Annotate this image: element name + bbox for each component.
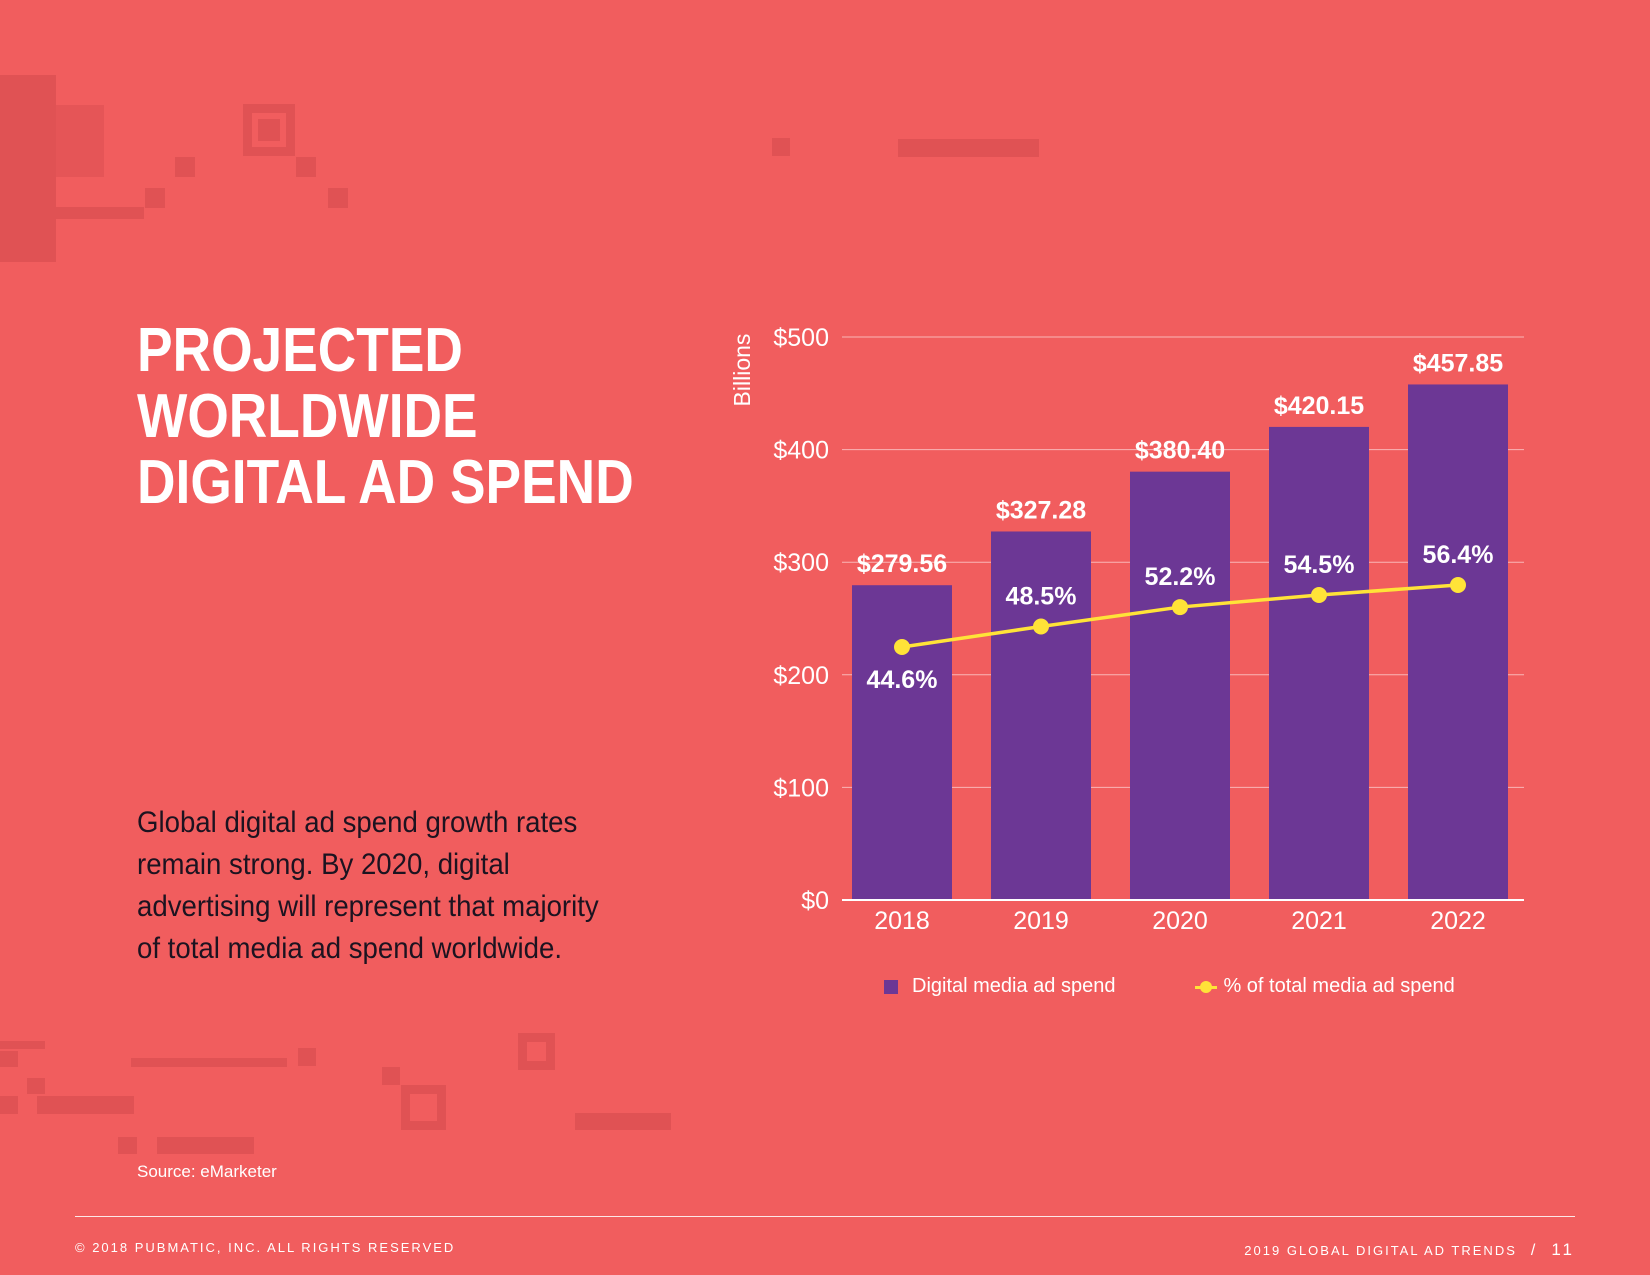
page-number: 11 xyxy=(1551,1240,1575,1259)
chart-legend: Digital media ad spend % of total media … xyxy=(884,975,1455,998)
decorative-pixel xyxy=(145,188,165,208)
decorative-pixel xyxy=(175,157,195,177)
decorative-pixel xyxy=(298,1048,316,1066)
footer-right: 2019 GLOBAL DIGITAL AD TRENDS / 11 xyxy=(1244,1240,1575,1260)
legend-item-bars: Digital media ad spend xyxy=(884,975,1115,998)
title-line: PROJECTED xyxy=(137,316,463,385)
decorative-pixel xyxy=(0,1051,18,1067)
decorative-bar xyxy=(898,139,1039,157)
y-tick-label: $500 xyxy=(773,324,829,352)
decorative-pixel xyxy=(0,75,56,262)
decorative-pixel xyxy=(118,1137,137,1154)
percent-point xyxy=(1033,618,1049,635)
decorative-square xyxy=(243,104,295,156)
legend-swatch-purple xyxy=(884,979,898,994)
x-tick-label: 2020 xyxy=(1152,907,1208,935)
decorative-bar xyxy=(131,1058,287,1067)
decorative-pixel xyxy=(27,1078,45,1094)
decorative-square xyxy=(401,1085,446,1130)
source-note: Source: eMarketer xyxy=(137,1162,277,1181)
bars-layer xyxy=(852,384,1508,900)
decorative-pixel xyxy=(382,1067,400,1085)
bar-value-label: $327.28 xyxy=(996,496,1086,524)
percent-label: 52.2% xyxy=(1145,563,1216,591)
x-tick-label: 2022 xyxy=(1430,907,1486,935)
bar-2019 xyxy=(991,531,1091,900)
decorative-pixel xyxy=(296,157,316,177)
footer-divider xyxy=(75,1216,1575,1217)
legend-label: Digital media ad spend xyxy=(912,975,1116,997)
line-layer xyxy=(894,577,1466,655)
bar-2020 xyxy=(1130,471,1230,900)
x-tick-label: 2018 xyxy=(874,907,930,935)
bar-2018 xyxy=(852,585,952,900)
percent-point xyxy=(1172,599,1188,616)
decorative-bar xyxy=(575,1113,671,1130)
percent-label: 56.4% xyxy=(1423,541,1494,569)
percent-point xyxy=(894,639,910,655)
percent-label: 44.6% xyxy=(867,666,938,694)
title-line: DIGITAL AD SPEND xyxy=(137,448,634,517)
labels-layer: $279.56 $327.28 $380.40 $420.15 $457.85 44.6%… xyxy=(857,349,1503,694)
x-tick-label: 2019 xyxy=(1013,907,1069,935)
body-paragraph: Global digital ad spend growth rates rem… xyxy=(137,806,599,965)
percent-point xyxy=(1311,586,1327,603)
decorative-pixel xyxy=(56,207,144,219)
bar-value-label: $279.56 xyxy=(857,550,947,578)
y-tick-label: $400 xyxy=(773,437,829,465)
bar-2022 xyxy=(1408,384,1508,900)
bar-value-label: $457.85 xyxy=(1413,349,1503,377)
bar-value-label: $380.40 xyxy=(1135,437,1225,465)
page-title: PROJECTED WORLDWIDE DIGITAL AD SPEND xyxy=(137,318,634,516)
y-tick-label: $300 xyxy=(773,549,829,577)
decorative-bar xyxy=(157,1137,254,1154)
y-tick-label: $200 xyxy=(773,662,829,690)
decorative-pixel xyxy=(328,188,348,208)
y-tick-label: $100 xyxy=(773,774,829,802)
x-tick-label: 2021 xyxy=(1291,907,1347,935)
decorative-pixel xyxy=(0,1096,18,1114)
decorative-bar xyxy=(0,1041,45,1049)
decorative-pixel xyxy=(772,138,790,156)
title-line: WORLDWIDE xyxy=(137,382,478,451)
decorative-bar xyxy=(37,1096,134,1114)
footer-separator: / xyxy=(1530,1242,1538,1259)
footer-report-title: 2019 GLOBAL DIGITAL AD TRENDS xyxy=(1244,1243,1517,1258)
decorative-pixel xyxy=(258,119,280,141)
y-axis-label: Billions xyxy=(729,334,755,407)
percent-label: 48.5% xyxy=(1006,583,1077,611)
y-tick-label: $0 xyxy=(801,887,829,915)
decorative-pixel xyxy=(56,105,104,177)
percent-label: 54.5% xyxy=(1284,551,1355,579)
percent-point xyxy=(1450,577,1466,593)
legend-item-line: % of total media ad spend xyxy=(1195,975,1455,998)
axis-layer: $0 $100 $200 $300 $400 $500 Billions 2018 2019 20… xyxy=(729,324,1524,935)
legend-label: % of total media ad spend xyxy=(1223,975,1455,997)
bar-2021 xyxy=(1269,426,1369,900)
legend-line-dot-icon xyxy=(1195,980,1218,994)
decorative-square xyxy=(518,1033,555,1070)
bar-value-label: $420.15 xyxy=(1274,392,1364,420)
footer-copyright: © 2018 PUBMATIC, INC. ALL RIGHTS RESERVE… xyxy=(75,1240,456,1255)
